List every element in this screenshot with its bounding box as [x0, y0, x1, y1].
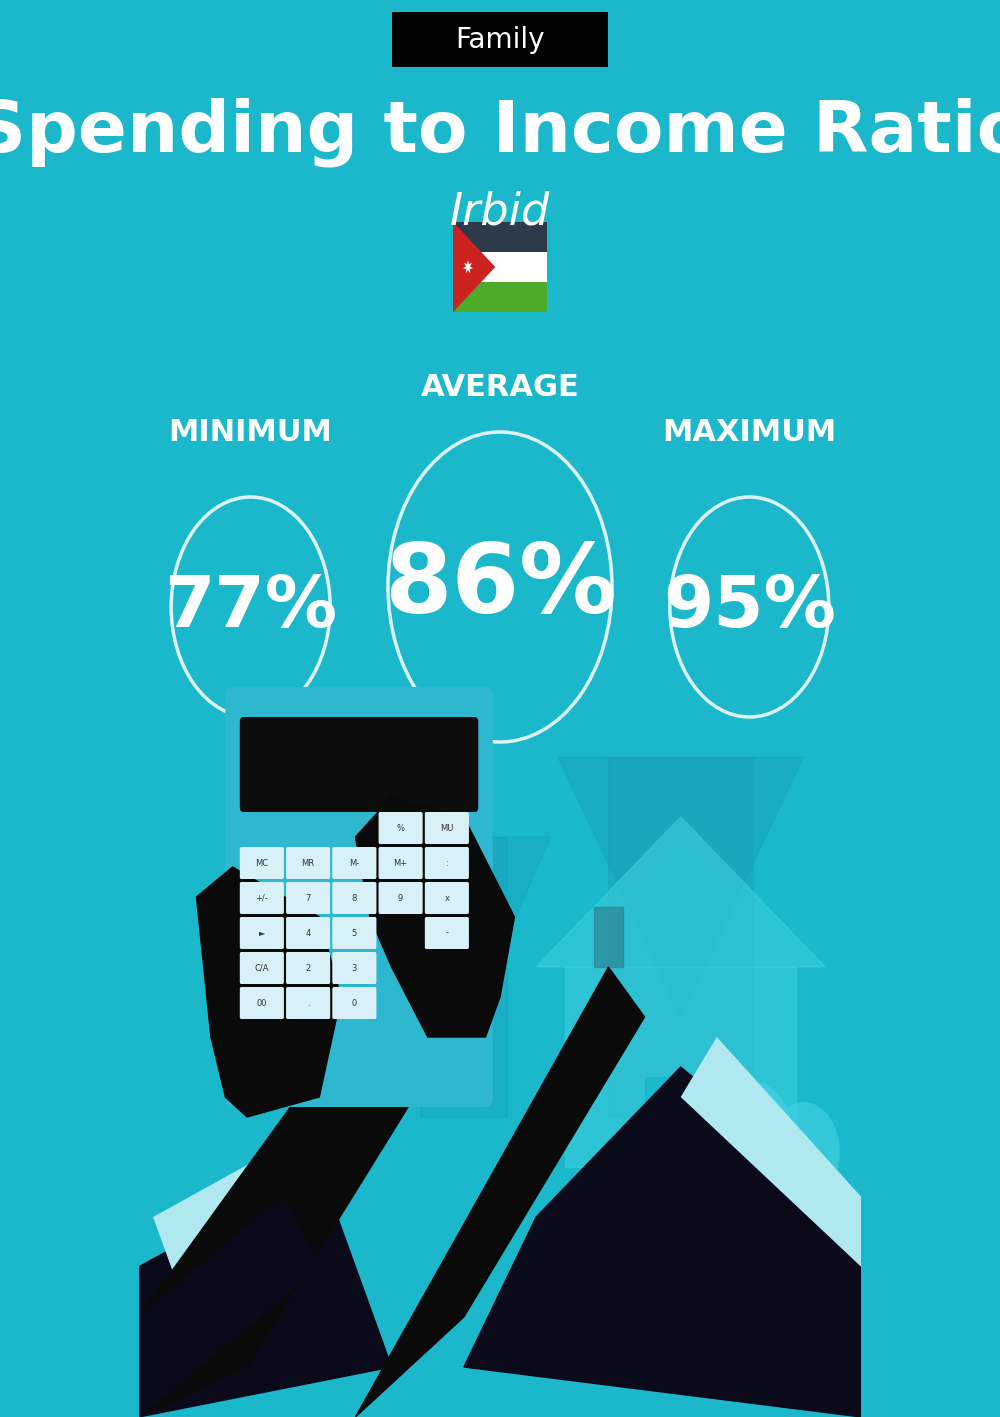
Polygon shape: [377, 837, 551, 1037]
Bar: [139, 1067, 861, 1417]
Text: 77%: 77%: [164, 572, 337, 642]
Polygon shape: [681, 1037, 861, 1267]
FancyBboxPatch shape: [240, 988, 284, 1019]
Polygon shape: [565, 966, 796, 1168]
Text: 9: 9: [398, 894, 403, 903]
Bar: [453, 252, 547, 282]
FancyBboxPatch shape: [286, 952, 330, 983]
Bar: [659, 1159, 724, 1165]
Bar: [453, 222, 547, 252]
FancyBboxPatch shape: [240, 917, 284, 949]
Polygon shape: [153, 1136, 341, 1277]
FancyBboxPatch shape: [332, 952, 376, 983]
Text: $: $: [794, 1141, 813, 1168]
FancyBboxPatch shape: [332, 847, 376, 879]
Text: 3: 3: [352, 964, 357, 972]
Polygon shape: [139, 1168, 392, 1417]
Text: AVERAGE: AVERAGE: [421, 373, 579, 401]
Text: MAXIMUM: MAXIMUM: [662, 418, 836, 446]
Text: MINIMUM: MINIMUM: [169, 418, 333, 446]
Polygon shape: [139, 966, 464, 1417]
FancyBboxPatch shape: [286, 881, 330, 914]
Text: 7: 7: [305, 894, 311, 903]
Polygon shape: [139, 1197, 319, 1417]
FancyBboxPatch shape: [379, 847, 423, 879]
FancyBboxPatch shape: [425, 917, 469, 949]
Polygon shape: [645, 1077, 695, 1168]
FancyBboxPatch shape: [379, 812, 423, 845]
FancyBboxPatch shape: [332, 881, 376, 914]
Text: M+: M+: [394, 859, 408, 867]
Text: MU: MU: [440, 823, 454, 833]
FancyBboxPatch shape: [286, 847, 330, 879]
Text: Irbid: Irbid: [450, 190, 550, 234]
FancyBboxPatch shape: [392, 11, 608, 67]
Text: %: %: [397, 823, 405, 833]
Polygon shape: [355, 966, 645, 1417]
Text: 4: 4: [305, 928, 311, 938]
Circle shape: [713, 1083, 793, 1192]
FancyBboxPatch shape: [332, 988, 376, 1019]
FancyBboxPatch shape: [425, 812, 469, 845]
Polygon shape: [355, 796, 514, 1037]
Bar: [453, 282, 547, 312]
Text: M-: M-: [349, 859, 359, 867]
Text: C/A: C/A: [255, 964, 269, 972]
FancyBboxPatch shape: [379, 881, 423, 914]
Polygon shape: [594, 907, 623, 966]
Polygon shape: [608, 757, 753, 1117]
Text: -: -: [445, 928, 448, 938]
Bar: [659, 1152, 724, 1158]
FancyBboxPatch shape: [425, 881, 469, 914]
Circle shape: [767, 1102, 840, 1202]
Text: 8: 8: [352, 894, 357, 903]
Text: Family: Family: [455, 26, 545, 54]
Text: 5: 5: [352, 928, 357, 938]
Text: ►: ►: [259, 928, 265, 938]
FancyBboxPatch shape: [225, 687, 493, 1107]
Bar: [659, 1166, 724, 1172]
Text: 95%: 95%: [663, 572, 836, 642]
Text: 86%: 86%: [384, 540, 616, 633]
Bar: [659, 1145, 724, 1151]
Polygon shape: [463, 259, 473, 273]
Polygon shape: [464, 1067, 861, 1417]
FancyBboxPatch shape: [286, 917, 330, 949]
Text: MC: MC: [255, 859, 268, 867]
Text: 2: 2: [305, 964, 311, 972]
FancyBboxPatch shape: [332, 917, 376, 949]
Text: Spending to Income Ratio: Spending to Income Ratio: [0, 98, 1000, 167]
Text: .: .: [307, 999, 309, 1007]
Polygon shape: [536, 818, 825, 966]
FancyBboxPatch shape: [240, 847, 284, 879]
Text: :: :: [446, 859, 448, 867]
Polygon shape: [453, 222, 495, 312]
FancyBboxPatch shape: [240, 881, 284, 914]
Polygon shape: [420, 837, 507, 1117]
FancyBboxPatch shape: [286, 988, 330, 1019]
FancyBboxPatch shape: [425, 847, 469, 879]
Polygon shape: [558, 757, 804, 1017]
Polygon shape: [196, 867, 341, 1117]
Text: +/-: +/-: [255, 894, 268, 903]
Text: x: x: [444, 894, 449, 903]
Text: 00: 00: [257, 999, 267, 1007]
Text: $: $: [742, 1125, 764, 1153]
Text: MR: MR: [302, 859, 315, 867]
Text: 0: 0: [352, 999, 357, 1007]
FancyBboxPatch shape: [240, 952, 284, 983]
FancyBboxPatch shape: [240, 717, 478, 812]
